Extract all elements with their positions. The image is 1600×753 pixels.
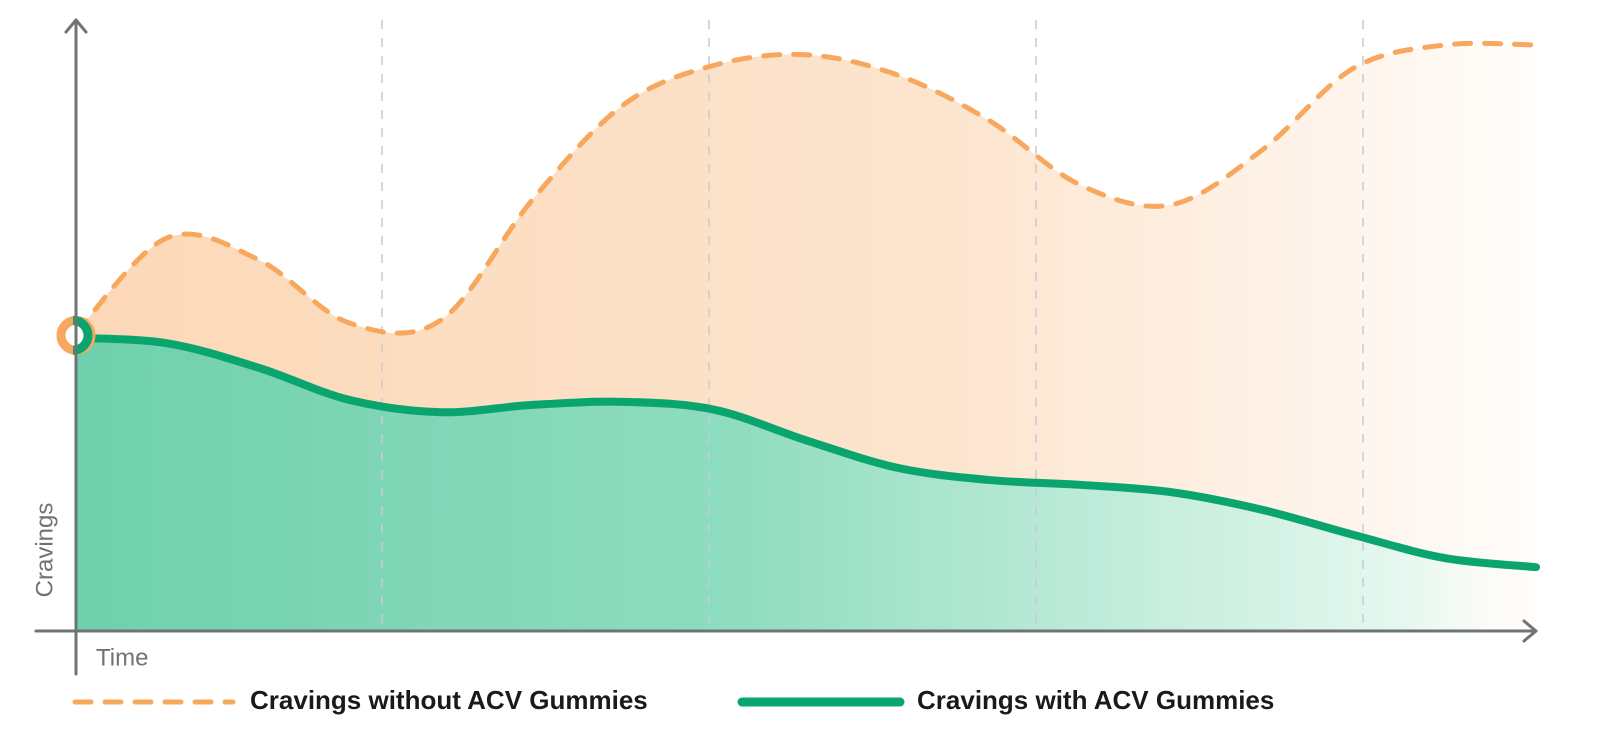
y-axis-label: Cravings bbox=[31, 503, 58, 598]
line bbox=[72, 333, 1540, 572]
legend-label: Cravings with ACV Gummies bbox=[917, 685, 1274, 715]
axes bbox=[34, 18, 1538, 676]
legend-label: Cravings without ACV Gummies bbox=[250, 685, 648, 715]
start-marker bbox=[72, 315, 93, 355]
y-axis-arrow bbox=[64, 18, 88, 34]
areas bbox=[76, 43, 1536, 630]
line bbox=[73, 40, 1539, 336]
legend: Cravings without ACV Gummies Cravings wit… bbox=[72, 685, 1274, 715]
grid bbox=[381, 20, 1364, 630]
area bbox=[76, 337, 1536, 630]
x-axis-arrow bbox=[1522, 619, 1538, 643]
x-axis-label: Time bbox=[96, 644, 148, 671]
